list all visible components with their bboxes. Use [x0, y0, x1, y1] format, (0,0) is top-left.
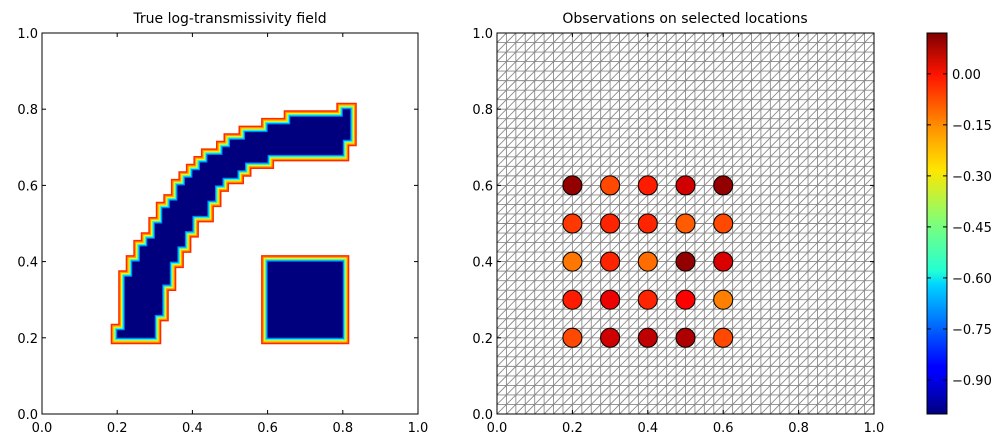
right-xtick-label: 0.8 — [788, 421, 809, 436]
right-xtick-label: 0.0 — [487, 421, 508, 436]
left-xtick-label: 0.4 — [182, 421, 203, 436]
colorbar-tick-label: −0.15 — [952, 119, 992, 134]
left-xtick-label: 0.6 — [257, 421, 278, 436]
colorbar-ticks: 0.00 −0.15 −0.30 −0.45 −0.60 −0.75 −0.90 — [927, 68, 992, 389]
observation-point — [713, 327, 734, 348]
observation-point — [675, 175, 696, 196]
observation-point — [675, 213, 696, 234]
right-xtick-label: 1.0 — [864, 421, 885, 436]
right-xtick-label: 0.2 — [562, 421, 583, 436]
region-square-block — [267, 261, 343, 338]
observation-points — [562, 175, 734, 348]
left-panel-title: True log-transmissivity field — [132, 11, 326, 27]
right-panel-title: Observations on selected locations — [562, 11, 807, 27]
left-ytick-label: 1.0 — [17, 27, 38, 42]
observation-point — [675, 289, 696, 310]
right-xtick-label: 0.6 — [713, 421, 734, 436]
colorbar-tick-label: −0.60 — [952, 272, 992, 287]
left-panel: True log-transmissivity field 0.0 0.2 0.4 0… — [17, 11, 428, 436]
right-ytick-label: 0.4 — [472, 256, 493, 271]
observation-point — [562, 213, 583, 234]
observation-point — [713, 289, 734, 310]
observation-point — [713, 251, 734, 272]
observation-point — [600, 251, 621, 272]
observation-point — [600, 327, 621, 348]
observation-point — [600, 175, 621, 196]
left-ytick-label: 0.2 — [17, 332, 38, 347]
left-ytick-label: 0.0 — [17, 408, 38, 423]
right-ytick-label: 0.2 — [472, 332, 493, 347]
left-ytick-label: 0.8 — [17, 103, 38, 118]
observation-point — [562, 175, 583, 196]
observation-point — [675, 327, 696, 348]
left-y-axis: 0.0 0.2 0.4 0.6 0.8 1.0 — [17, 27, 418, 423]
observation-point — [637, 213, 658, 234]
right-axes-frame — [496, 32, 875, 415]
field-layer — [110, 102, 357, 345]
colorbar-tick-label: −0.45 — [952, 221, 992, 236]
left-xtick-label: 0.0 — [32, 421, 53, 436]
right-ytick-label: 0.0 — [472, 408, 493, 423]
right-panel: Observations on selected locations 0.0 0.… — [472, 11, 884, 436]
observation-point — [675, 251, 696, 272]
right-y-axis: 0.0 0.2 0.4 0.6 0.8 1.0 — [472, 27, 874, 423]
colorbar-gradient — [926, 32, 948, 415]
right-xtick-label: 0.4 — [637, 421, 658, 436]
observation-point — [562, 251, 583, 272]
observation-point — [713, 175, 734, 196]
observation-point — [562, 289, 583, 310]
left-ytick-label: 0.6 — [17, 179, 38, 194]
colorbar-tick-label: 0.00 — [952, 68, 981, 83]
left-xtick-label: 0.8 — [332, 421, 353, 436]
colorbar-tick-label: −0.75 — [952, 323, 992, 338]
right-ytick-label: 0.6 — [472, 179, 493, 194]
left-axes-frame — [41, 32, 419, 415]
colorbar-tick-label: −0.30 — [952, 170, 992, 185]
left-plot-background — [42, 33, 418, 414]
region-curved-band — [117, 109, 351, 338]
observation-point — [637, 327, 658, 348]
observation-point — [637, 175, 658, 196]
observation-point — [713, 213, 734, 234]
left-x-axis: 0.0 0.2 0.4 0.6 0.8 1.0 — [32, 33, 429, 436]
right-ytick-label: 0.8 — [472, 103, 493, 118]
colorbar-tick-label: −0.90 — [952, 374, 992, 389]
right-x-axis: 0.0 0.2 0.4 0.6 0.8 1.0 — [487, 33, 885, 436]
left-xtick-label: 0.2 — [107, 421, 128, 436]
observation-point — [562, 327, 583, 348]
observation-point — [600, 213, 621, 234]
left-xtick-label: 1.0 — [408, 421, 429, 436]
colorbar: 0.00 −0.15 −0.30 −0.45 −0.60 −0.75 −0.90 — [926, 32, 992, 415]
left-ytick-label: 0.4 — [17, 256, 38, 271]
observation-point — [637, 289, 658, 310]
observation-point — [600, 289, 621, 310]
observation-point — [637, 251, 658, 272]
right-ytick-label: 1.0 — [472, 27, 493, 42]
